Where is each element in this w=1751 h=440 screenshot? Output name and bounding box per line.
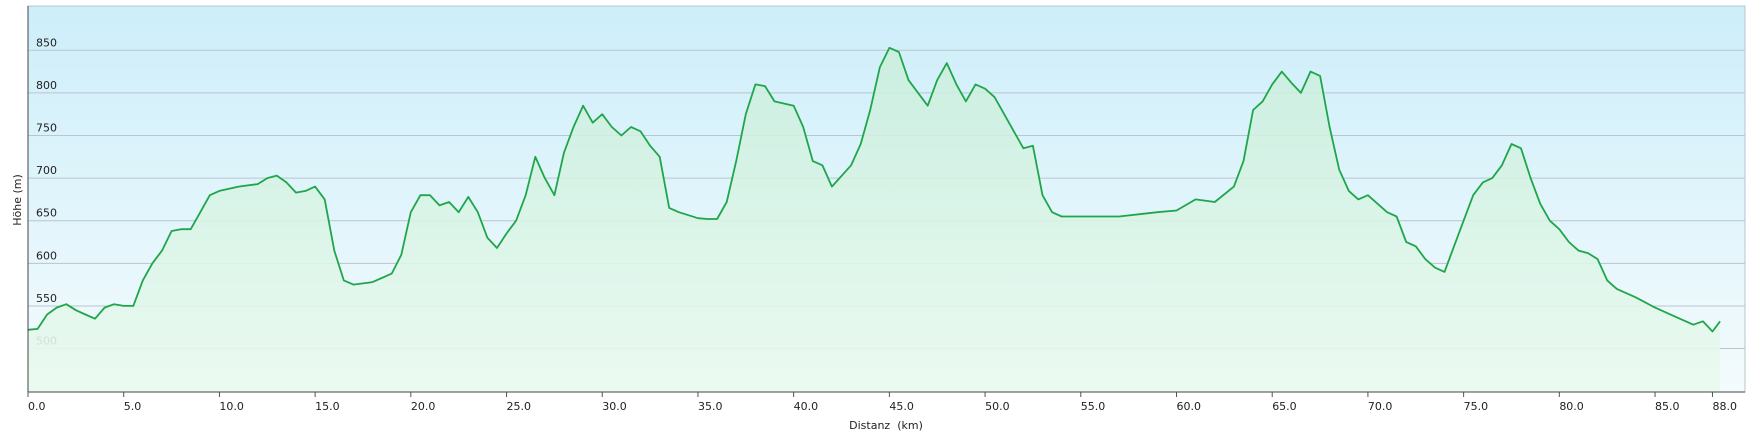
y-tick-label: 600 xyxy=(36,249,57,262)
x-tick-label: 65.0 xyxy=(1272,400,1297,413)
x-tick-label: 35.0 xyxy=(698,400,723,413)
x-tick-label: 0.0 xyxy=(28,400,46,413)
x-tick-label: 50.0 xyxy=(985,400,1010,413)
x-tick-label: 20.0 xyxy=(411,400,436,413)
x-tick-label: 88.0 xyxy=(1712,400,1737,413)
y-axis-title: Höhe (m) xyxy=(11,174,24,226)
elevation-line xyxy=(27,46,1721,333)
y-tick-label: 800 xyxy=(36,79,57,92)
x-tick-label: 55.0 xyxy=(1081,400,1106,413)
x-tick-label: 70.0 xyxy=(1368,400,1393,413)
x-tick-label: 85.0 xyxy=(1655,400,1680,413)
x-tick-label: 5.0 xyxy=(124,400,142,413)
y-tick-label: 850 xyxy=(36,36,57,49)
x-tick-label: 30.0 xyxy=(602,400,627,413)
x-tick-label: 40.0 xyxy=(794,400,819,413)
x-tick-label: 60.0 xyxy=(1176,400,1201,413)
area-fill xyxy=(28,47,1721,393)
x-tick-label: 75.0 xyxy=(1464,400,1489,413)
y-tick-label: 550 xyxy=(36,292,57,305)
x-tick-label: 45.0 xyxy=(889,400,914,413)
y-tick-label: 750 xyxy=(36,122,57,135)
x-tick-label: 10.0 xyxy=(219,400,244,413)
x-tick-label: 25.0 xyxy=(507,400,531,413)
x-axis-title: Distanz (km) xyxy=(849,419,923,432)
x-tick-label: 80.0 xyxy=(1559,400,1584,413)
x-tick-label: 15.0 xyxy=(315,400,340,413)
y-tick-label: 700 xyxy=(36,164,57,177)
y-tick-label: 650 xyxy=(36,207,57,220)
